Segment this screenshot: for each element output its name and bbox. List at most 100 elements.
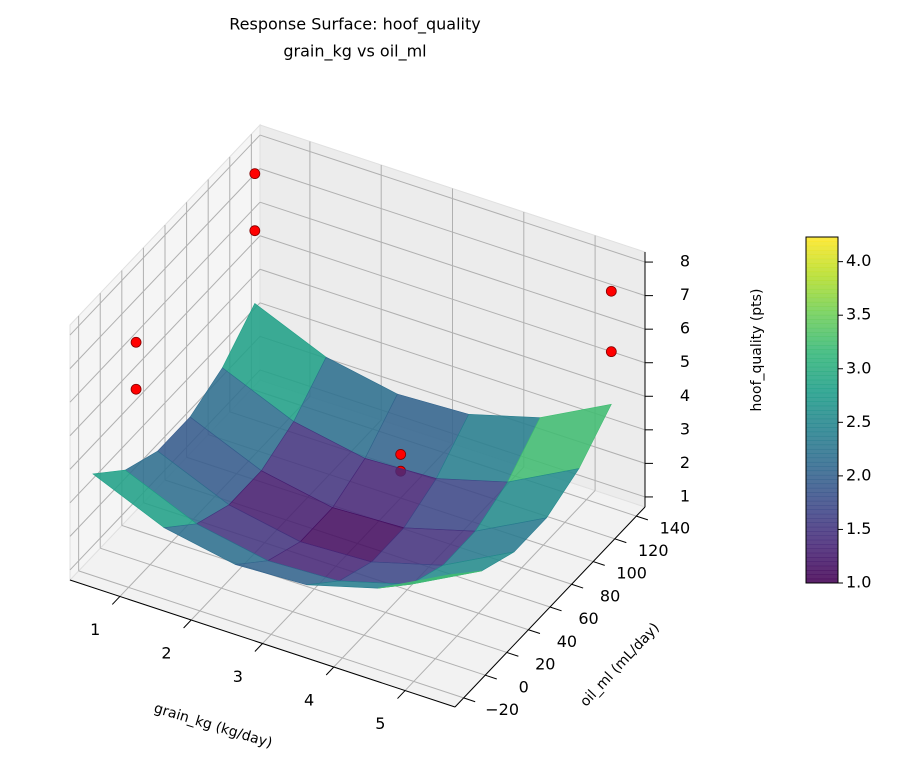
colorbar-segment	[806, 297, 838, 303]
colorbar-segment	[806, 574, 838, 580]
colorbar-segment	[806, 522, 838, 528]
z-tick-label: 4	[680, 386, 690, 405]
grid-line	[69, 134, 261, 336]
colorbar-segment	[806, 466, 838, 472]
tick-mark	[614, 538, 627, 544]
z-tick-label: 1	[680, 486, 690, 505]
colorbar-tick-label: 1.5	[846, 519, 871, 538]
colorbar-segment	[806, 340, 838, 346]
colorbar-frame	[805, 236, 839, 584]
colorbar-segment	[806, 254, 838, 260]
colorbar-segment	[806, 561, 838, 567]
tick-mark	[463, 697, 476, 703]
axis-line	[69, 579, 456, 708]
colorbar-segment	[806, 470, 838, 476]
colorbar-segment	[806, 518, 838, 523]
y-tick-label: 20	[535, 655, 555, 674]
colorbar-segment	[806, 474, 838, 480]
colorbar-segment	[806, 314, 838, 320]
colorbar-segment	[806, 483, 838, 489]
colorbar-segment	[806, 509, 838, 515]
colorbar-segment	[806, 557, 838, 562]
colorbar-segment	[806, 267, 838, 273]
tick-mark	[254, 643, 263, 652]
tick-mark	[485, 674, 497, 680]
colorbar-segment	[806, 526, 838, 532]
colorbar-segment	[806, 345, 838, 350]
z-tick-label: 8	[680, 252, 690, 271]
scatter-point	[130, 336, 142, 348]
tick-mark	[636, 515, 649, 521]
colorbar-segment	[806, 435, 838, 441]
grid-line	[69, 201, 261, 403]
colorbar-segment	[806, 444, 838, 450]
z-axis-label: hoof_quality (pts)	[749, 289, 765, 412]
colorbar-segment	[806, 535, 838, 541]
colorbar-segment	[806, 410, 838, 415]
tick-mark	[397, 690, 406, 699]
colorbar-tick-label: 2.0	[846, 465, 871, 484]
tick-mark	[549, 606, 562, 612]
colorbar-segment	[806, 275, 838, 281]
colorbar-segment	[806, 578, 838, 584]
colorbar-segment	[806, 479, 838, 485]
colorbar-segment	[806, 284, 838, 290]
colorbar-segment	[806, 544, 838, 549]
colorbar-segment	[806, 448, 838, 454]
colorbar-segment	[806, 336, 838, 342]
colorbar-segment	[806, 405, 838, 411]
colorbar-segment	[806, 258, 838, 264]
colorbar-segment	[806, 397, 838, 402]
colorbar-tick-label: 2.5	[846, 412, 871, 431]
z-tick-label: 7	[680, 285, 690, 304]
colorbar-segment	[806, 388, 838, 394]
grid-line	[259, 168, 646, 297]
scatter-point	[249, 225, 261, 237]
y-tick-label: 60	[578, 609, 598, 628]
colorbar-segment	[806, 237, 838, 242]
x-tick-label: 4	[304, 691, 314, 710]
colorbar-segment	[806, 496, 838, 502]
grid-line	[69, 268, 261, 470]
colorbar-segment	[806, 570, 838, 575]
grid-line	[69, 235, 261, 437]
z-tick-label: 6	[680, 319, 690, 338]
colorbar-segment	[806, 280, 838, 286]
colorbar-segment	[806, 310, 838, 316]
z-tick-label: 3	[680, 419, 690, 438]
colorbar-segment	[806, 349, 838, 355]
colorbar-segment	[806, 531, 838, 536]
colorbar-segment	[806, 271, 838, 277]
z-tick-label: 2	[680, 453, 690, 472]
colorbar-segment	[806, 306, 838, 312]
colorbar-segment	[806, 565, 838, 571]
colorbar-segment	[806, 319, 838, 324]
colorbar-segment	[806, 552, 838, 558]
tick-mark	[571, 583, 584, 589]
scatter-point	[395, 449, 407, 460]
colorbar-segment	[806, 487, 838, 493]
colorbar-segment	[806, 288, 838, 294]
y-axis-label: oil_ml (mL/day)	[577, 620, 662, 710]
colorbar-segment	[806, 500, 838, 506]
colorbar-segment	[806, 431, 838, 437]
colorbar-segment	[806, 457, 838, 463]
tick-mark	[111, 596, 121, 605]
tick-mark	[593, 561, 605, 566]
colorbar-segment	[806, 453, 838, 459]
colorbar-segment	[806, 301, 838, 307]
colorbar-segment	[806, 440, 838, 446]
colorbar-segment	[806, 505, 838, 510]
x-tick-label: 1	[90, 620, 100, 639]
colorbar-segment	[806, 327, 838, 333]
colorbar-segment	[806, 401, 838, 407]
axis-line	[454, 506, 646, 708]
colorbar-segment	[806, 384, 838, 389]
grid-line	[259, 268, 646, 397]
grid-line	[69, 302, 261, 504]
grid-line	[69, 168, 261, 369]
grid-line	[259, 134, 646, 263]
colorbar-tick-label: 3.5	[846, 305, 871, 324]
y-tick-label: 40	[557, 632, 577, 651]
